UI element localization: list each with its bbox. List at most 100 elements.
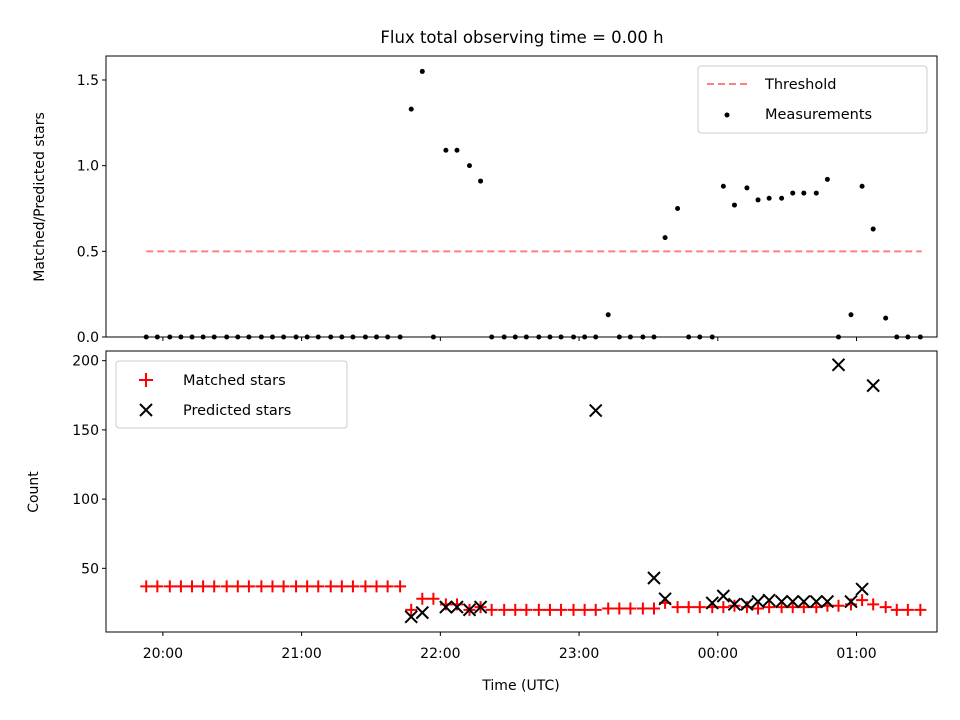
predicted-stars-point	[589, 403, 603, 418]
measurement-point	[675, 205, 681, 211]
matched-stars-point	[151, 580, 164, 593]
matched-stars-point	[208, 580, 221, 593]
matched-stars-point	[624, 602, 637, 615]
matched-stars-point	[856, 594, 869, 607]
ratio-panel: Flux total observing time = 0.00 h Match…	[32, 28, 938, 346]
measurement-point	[419, 68, 425, 74]
matched-stars-point	[879, 601, 892, 614]
legend-predicted-swatch	[139, 403, 153, 417]
measurement-point	[755, 197, 761, 203]
measurement-point	[870, 226, 876, 232]
matched-stars-point	[186, 580, 199, 593]
measurement-point	[744, 185, 750, 191]
predicted-stars-point	[740, 597, 754, 612]
predicted-stars-point	[473, 600, 488, 614]
measurement-point	[790, 190, 796, 196]
measurement-point	[720, 183, 726, 189]
count-legend: Matched stars Predicted stars	[115, 360, 348, 429]
measurement-point	[859, 183, 865, 189]
ratio-y-tick-label: 0.0	[77, 330, 99, 346]
ratio-y-tick-label: 1.0	[77, 159, 99, 175]
predicted-stars-point	[647, 571, 661, 585]
matched-stars-point	[647, 602, 660, 615]
measurement-point	[408, 106, 414, 112]
legend-measurements-label: Measurements	[765, 107, 872, 123]
count-plot-frame	[105, 350, 938, 633]
predicted-stars-point	[727, 597, 742, 612]
predicted-stars-point	[809, 594, 824, 609]
measurement-point	[454, 147, 460, 153]
time-x-tick-label: 21:00	[281, 646, 321, 662]
predicted-stars-point	[820, 594, 835, 609]
matched-stars-point	[914, 603, 927, 616]
matched-stars-point	[427, 592, 440, 605]
legend-threshold-label: Threshold	[764, 77, 836, 93]
legend-matched-swatch	[139, 373, 153, 387]
matched-stars-point	[717, 601, 730, 614]
predicted-stars-point	[855, 582, 869, 596]
time-x-tick-label: 01:00	[836, 646, 876, 662]
count-y-tick-label: 50	[81, 561, 99, 577]
matched-stars-point	[763, 601, 776, 614]
matched-stars-point	[832, 599, 845, 612]
matched-stars-point	[671, 601, 684, 614]
matched-stars-point	[543, 603, 556, 616]
predicted-stars-point	[404, 610, 418, 624]
matched-stars-point	[231, 580, 244, 593]
predicted-stars-point	[831, 358, 846, 372]
matched-stars-point	[255, 580, 268, 593]
ratio-plot-frame	[105, 55, 938, 338]
legend-measurements-swatch	[724, 112, 730, 118]
time-x-axis-label: Time (UTC)	[481, 678, 559, 694]
count-y-axis-label: Count	[26, 471, 42, 513]
predicted-stars-point	[415, 605, 430, 620]
matched-stars-point	[613, 602, 626, 615]
measurement-point	[801, 190, 807, 196]
measurement-point	[779, 195, 785, 201]
predicted-stars-point	[716, 589, 731, 603]
matched-stars-point	[532, 603, 545, 616]
measurement-point	[662, 235, 668, 241]
predicted-stars-point	[844, 594, 858, 609]
legend-matched-label: Matched stars	[183, 373, 286, 389]
count-legend-box	[115, 360, 348, 429]
matched-stars-point	[578, 603, 591, 616]
matched-stars-point	[509, 603, 522, 616]
matched-stars-point	[346, 580, 359, 593]
matched-stars-point	[567, 603, 580, 616]
measurement-point	[605, 312, 611, 318]
measurement-point	[443, 147, 449, 153]
predicted-stars-point	[797, 594, 811, 609]
matched-stars-point	[197, 580, 210, 593]
matched-stars-point	[890, 603, 903, 616]
time-x-tick-label: 20:00	[143, 646, 183, 662]
matched-stars-point	[370, 580, 383, 593]
matched-stars-point	[810, 601, 823, 614]
predicted-stars-point	[658, 592, 672, 606]
matched-stars-point	[242, 580, 255, 593]
matched-stars-point	[416, 592, 429, 605]
matched-stars-point	[381, 580, 394, 593]
matched-stars-point	[602, 602, 615, 615]
matched-stars-point	[555, 603, 568, 616]
matched-stars-point	[277, 580, 290, 593]
matched-stars-point	[867, 598, 880, 611]
matched-stars-point	[324, 580, 337, 593]
matched-stars-point	[301, 580, 314, 593]
measurement-point	[478, 178, 484, 184]
matched-stars-point	[312, 580, 325, 593]
matched-stars-point	[682, 601, 695, 614]
count-panel: Count Time (UTC) 50 100 150 200 20:00 21:00 22…	[26, 350, 938, 694]
measurement-point	[766, 195, 772, 201]
ratio-y-axis-label: Matched/Predicted stars	[32, 112, 48, 282]
count-y-tick-label: 150	[72, 423, 99, 439]
time-x-tick-label: 22:00	[420, 646, 460, 662]
ratio-axis-ticks: 0.0 0.5 1.0 1.5	[77, 73, 858, 346]
measurement-point	[883, 315, 889, 321]
measurement-point	[848, 312, 854, 318]
matched-stars-point	[485, 603, 498, 616]
ratio-legend-box	[697, 65, 928, 134]
ratio-legend: Threshold Measurements	[697, 65, 928, 134]
ratio-y-tick-label: 0.5	[77, 244, 99, 260]
